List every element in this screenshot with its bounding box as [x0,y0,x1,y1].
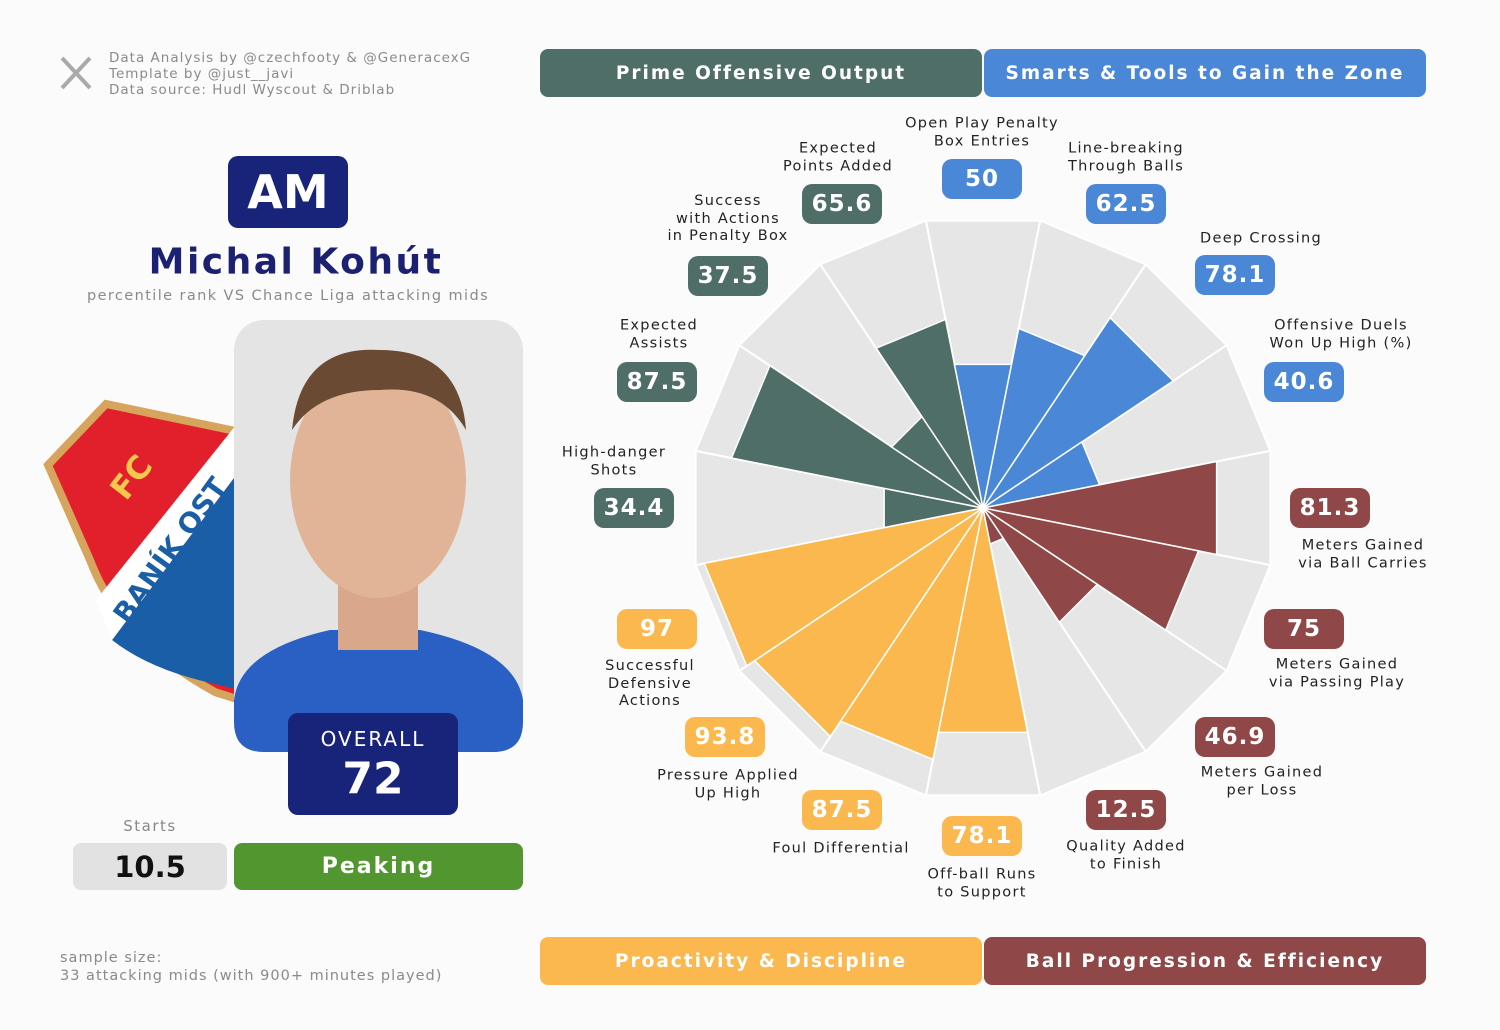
value-label: 12.5 [1086,790,1166,830]
category-label: Foul Differential [772,840,910,857]
value-label: 93.8 [685,717,765,757]
status: Peaking [234,843,523,890]
value-label: 46.9 [1195,717,1275,757]
value-label: 50 [942,159,1022,199]
category-label: Successful Defensive Actions [605,657,695,709]
sample-size: 33 attacking mids (with 900+ minutes pla… [60,968,443,984]
category-label: Expected Points Added [783,140,893,175]
hair [292,349,466,430]
value-label: 78.1 [1195,255,1275,295]
starts-value: 10.5 [73,843,227,890]
value-label: 62.5 [1086,184,1166,224]
legend-header: Smarts & Tools to Gain the Zone [984,49,1426,97]
value-label: 34.4 [594,488,674,528]
shield-blue [112,470,240,690]
category-label: Quality Added to Finish [1066,838,1186,873]
sample-size: sample size: [60,950,163,966]
category-label: Open Play Penalty Box Entries [905,115,1059,150]
category-label: Meters Gained per Loss [1200,764,1324,799]
face [290,362,466,598]
starts-label: Starts [123,817,177,835]
position-badge: AM [228,156,348,228]
category-label: Pressure Applied Up High [657,767,799,802]
credit: Data Analysis by @czechfooty & @Generace… [109,50,472,66]
shield-band [96,420,240,640]
category-label: Off-ball Runs to Support [927,866,1037,901]
value-label: 87.5 [802,790,882,830]
category-label: Meters Gained via Ball Carries [1298,537,1428,572]
bar [982,507,1005,545]
bar [703,507,984,668]
category-label: Meters Gained via Passing Play [1268,656,1406,691]
legend-header: Prime Offensive Output [540,49,982,97]
category-label: Line-breaking Through Balls [1067,140,1185,175]
category-label: High-danger Shots [561,444,667,479]
value-label: 97 [617,609,697,649]
overall-box [288,713,458,815]
value-label: 81.3 [1290,488,1370,528]
value-label: 78.1 [942,816,1022,856]
value-label: 87.5 [617,362,697,402]
legend-header: Ball Progression & Efficiency [984,937,1426,985]
bar [982,507,1099,624]
value-label: 37.5 [688,256,768,296]
club-logo: FC BANÍK OST [43,399,244,706]
overall-value: 72 [342,753,404,805]
category-label: Deep Crossing [1200,230,1322,247]
category-label: Success with Actions in Penalty Box [667,192,789,244]
category-label: Expected Assists [619,317,699,352]
overall-label: OVERALL [320,727,426,751]
value-label: 75 [1264,609,1344,649]
value-label: 40.6 [1264,362,1344,402]
subtitle: percentile rank VS Chance Liga attacking… [86,288,490,304]
player-name: Michal Kohút [148,241,444,283]
x-logo [60,56,92,90]
bar [730,364,984,509]
category-label: Offensive Duels Won Up High (%) [1269,317,1413,352]
legend-header: Proactivity & Discipline [540,937,982,985]
player-photo [234,320,523,752]
credit: Data source: Hudl Wyscout & Driblab [109,82,396,98]
value-label: 65.6 [802,184,882,224]
credit: Template by @just__javi [109,66,295,82]
